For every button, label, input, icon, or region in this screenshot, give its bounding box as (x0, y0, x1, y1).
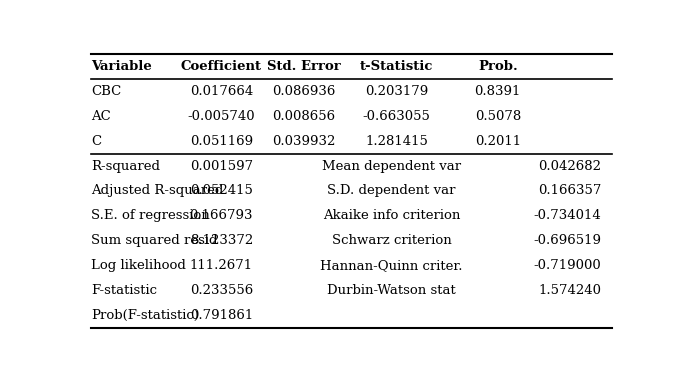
Text: Variable: Variable (91, 60, 152, 73)
Text: Mean dependent var: Mean dependent var (322, 160, 461, 172)
Text: C: C (91, 135, 102, 148)
Text: -0.696519: -0.696519 (534, 234, 602, 247)
Text: Hannan-Quinn criter.: Hannan-Quinn criter. (320, 259, 462, 272)
Text: 0.233556: 0.233556 (190, 284, 253, 297)
Text: Prob(F-statistic): Prob(F-statistic) (91, 309, 199, 322)
Text: 0.039932: 0.039932 (272, 135, 335, 148)
Text: 1.574240: 1.574240 (539, 284, 602, 297)
Text: Prob.: Prob. (478, 60, 518, 73)
Text: F-statistic: F-statistic (91, 284, 157, 297)
Text: 0.203179: 0.203179 (365, 85, 428, 98)
Text: -0.734014: -0.734014 (534, 209, 602, 222)
Text: 0.017664: 0.017664 (190, 85, 253, 98)
Text: Log likelihood: Log likelihood (91, 259, 186, 272)
Text: Coefficient: Coefficient (181, 60, 262, 73)
Text: R-squared: R-squared (91, 160, 160, 172)
Text: -0.005740: -0.005740 (187, 110, 255, 123)
Text: Schwarz criterion: Schwarz criterion (331, 234, 451, 247)
Text: 0.5078: 0.5078 (475, 110, 521, 123)
Text: 0.2011: 0.2011 (475, 135, 521, 148)
Text: Akaike info criterion: Akaike info criterion (322, 209, 460, 222)
Text: 0.086936: 0.086936 (272, 85, 335, 98)
Text: S.E. of regression: S.E. of regression (91, 209, 210, 222)
Text: S.D. dependent var: S.D. dependent var (327, 184, 456, 197)
Text: CBC: CBC (91, 85, 121, 98)
Text: 111.2671: 111.2671 (190, 259, 253, 272)
Text: 8.123372: 8.123372 (190, 234, 253, 247)
Text: 0.8391: 0.8391 (475, 85, 521, 98)
Text: Sum squared resid: Sum squared resid (91, 234, 217, 247)
Text: 0.008656: 0.008656 (272, 110, 335, 123)
Text: 0.051169: 0.051169 (190, 135, 253, 148)
Text: 0.166357: 0.166357 (538, 184, 602, 197)
Text: Adjusted R-squared: Adjusted R-squared (91, 184, 224, 197)
Text: -0.719000: -0.719000 (534, 259, 602, 272)
Text: 0.166793: 0.166793 (189, 209, 253, 222)
Text: -0.663055: -0.663055 (363, 110, 431, 123)
Text: 0.052415: 0.052415 (190, 184, 252, 197)
Text: t-Statistic: t-Statistic (360, 60, 434, 73)
Text: 0.001597: 0.001597 (190, 160, 253, 172)
Text: 0.791861: 0.791861 (190, 309, 253, 322)
Text: 1.281415: 1.281415 (366, 135, 428, 148)
Text: 0.042682: 0.042682 (539, 160, 602, 172)
Text: AC: AC (91, 110, 111, 123)
Text: Std. Error: Std. Error (267, 60, 341, 73)
Text: Durbin-Watson stat: Durbin-Watson stat (327, 284, 456, 297)
